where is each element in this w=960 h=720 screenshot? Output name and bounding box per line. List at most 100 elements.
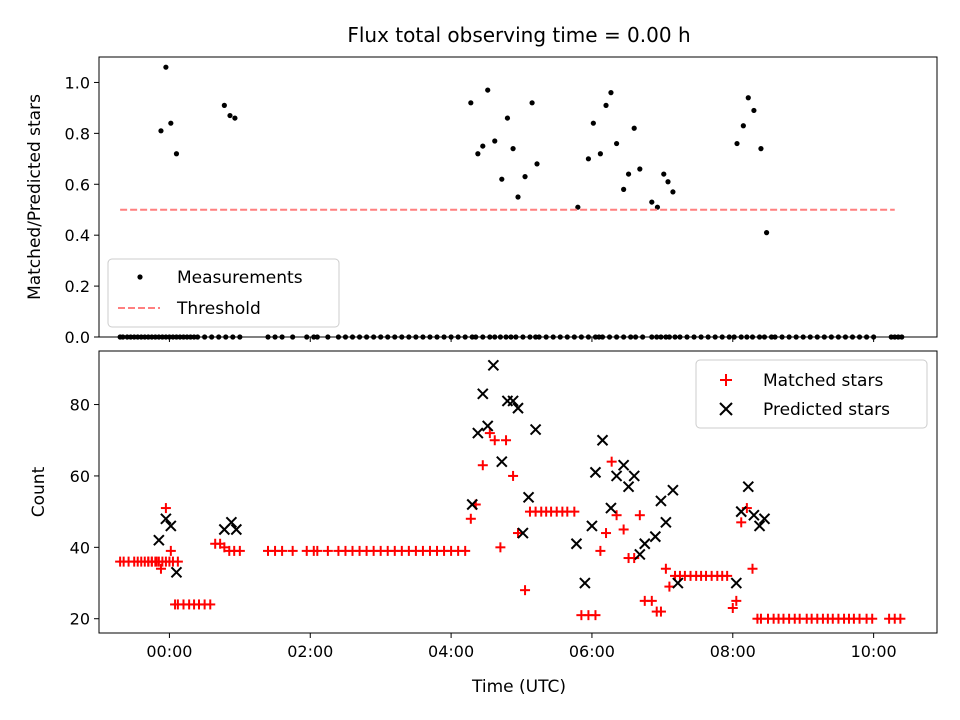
measurement-point	[608, 90, 614, 96]
predicted-star-point	[660, 516, 672, 529]
predicted-star-point	[496, 455, 508, 468]
predicted-star-point	[160, 513, 172, 525]
predicted-star-point	[589, 466, 602, 479]
matched-star-point	[867, 613, 878, 624]
x-tick-label: 00:00	[146, 642, 192, 661]
legend-predicted-label: Predicted stars	[763, 400, 890, 420]
top-panel-frame	[98, 56, 938, 338]
matched-star-point	[151, 556, 162, 567]
measurement-point	[585, 156, 592, 162]
bottom-legend-box	[695, 359, 928, 429]
matched-star-point	[660, 563, 671, 574]
measurement-point	[158, 128, 164, 134]
matched-star-point	[160, 503, 171, 514]
bottom-panel-x-ticks: 00:00 02:00 04:00 06:00 08:00 10:00	[146, 633, 897, 661]
matched-star-point	[484, 428, 495, 439]
measurement-point	[499, 176, 505, 182]
matched-star-point	[287, 545, 298, 556]
y-tick-label: 1.0	[65, 73, 90, 92]
predicted-star-point	[487, 359, 500, 371]
predicted-star-point	[512, 402, 524, 414]
bottom-panel-y-ticks: 20 40 60 80	[70, 396, 99, 629]
predicted-star-point	[628, 470, 640, 482]
measurement-point	[504, 115, 511, 121]
matched-star-point	[731, 595, 742, 606]
measurement-point	[637, 166, 643, 172]
measurement-point	[468, 100, 474, 106]
measurement-point	[661, 171, 667, 177]
matched-star-point	[895, 613, 906, 624]
measurement-point	[534, 161, 540, 167]
predicted-star-point	[230, 523, 243, 536]
matched-star-point	[489, 435, 500, 446]
x-tick-label: 02:00	[287, 642, 333, 661]
matched-star-point	[513, 528, 523, 539]
legend-predicted-marker	[719, 402, 733, 416]
measurement-point	[515, 194, 521, 200]
predicted-star-point	[758, 513, 771, 525]
measurement-point	[221, 102, 227, 108]
measurement-point	[480, 143, 486, 149]
measurement-point	[603, 102, 609, 108]
matched-star-point	[634, 510, 645, 521]
legend-measurements-marker	[137, 274, 143, 280]
y-tick-label: 0.4	[65, 226, 90, 245]
top-panel-y-ticks: 0.0 0.2 0.4 0.6 0.8 1.0	[65, 73, 99, 347]
predicted-star-point	[472, 427, 484, 439]
matched-star-point	[629, 553, 640, 564]
measurement-point	[649, 199, 655, 205]
legend-measurements-label: Measurements	[177, 268, 303, 288]
predicted-star-point	[655, 495, 667, 507]
predicted-star-point	[517, 527, 529, 539]
legend-threshold-label: Threshold	[176, 299, 261, 319]
matched-star-point	[155, 563, 166, 574]
measurement-point	[529, 100, 535, 106]
predicted-star-point	[570, 538, 583, 550]
predicted-star-point	[507, 395, 519, 407]
legend-matched-marker	[720, 374, 732, 386]
y-tick-label: 40	[70, 538, 90, 557]
matched-star-point	[520, 585, 531, 596]
top-panel-x-ticks	[168, 337, 875, 342]
matched-star-point	[618, 524, 629, 535]
measurement-point	[734, 140, 740, 147]
matched-star-point	[569, 506, 580, 517]
predicted-star-point	[667, 484, 679, 496]
matched-star-point	[277, 545, 288, 556]
matched-star-point	[460, 545, 471, 556]
y-tick-label: 0.6	[65, 175, 90, 194]
bottom-panel-frame	[98, 350, 938, 634]
matched-star-point	[165, 545, 176, 556]
predicted-star-point	[672, 577, 684, 589]
measurement-point	[758, 146, 764, 152]
measurement-point	[492, 138, 498, 144]
measurement-point	[510, 146, 516, 152]
chart-title: Flux total observing time = 0.00 h	[347, 23, 690, 47]
predicted-star-point	[649, 530, 662, 543]
y-tick-label: 0.2	[65, 277, 90, 296]
predicted-star-point	[482, 420, 494, 432]
measurement-point	[173, 151, 180, 157]
matched-star-point	[172, 556, 183, 567]
matched-star-point	[205, 599, 216, 610]
matched-star-point	[465, 513, 476, 524]
predicted-star-point	[153, 534, 165, 546]
predicted-star-point	[742, 480, 754, 493]
predicted-star-point	[529, 423, 542, 436]
measurement-point	[590, 120, 596, 126]
predicted-star-point	[639, 538, 651, 550]
legend-matched-label: Matched stars	[763, 371, 883, 391]
y-tick-label: 0.8	[65, 124, 90, 143]
predicted-star-point	[610, 470, 623, 482]
measurement-point	[654, 204, 661, 210]
measurement-point	[763, 230, 770, 236]
predicted-star-point	[579, 577, 591, 589]
matched-star-point	[495, 542, 506, 553]
top-panel-legend: Measurements Threshold	[107, 258, 340, 328]
matched-star-point	[601, 528, 612, 539]
matched-star-point	[747, 563, 758, 574]
measurement-point	[522, 174, 528, 180]
y-tick-label: 80	[70, 396, 90, 415]
